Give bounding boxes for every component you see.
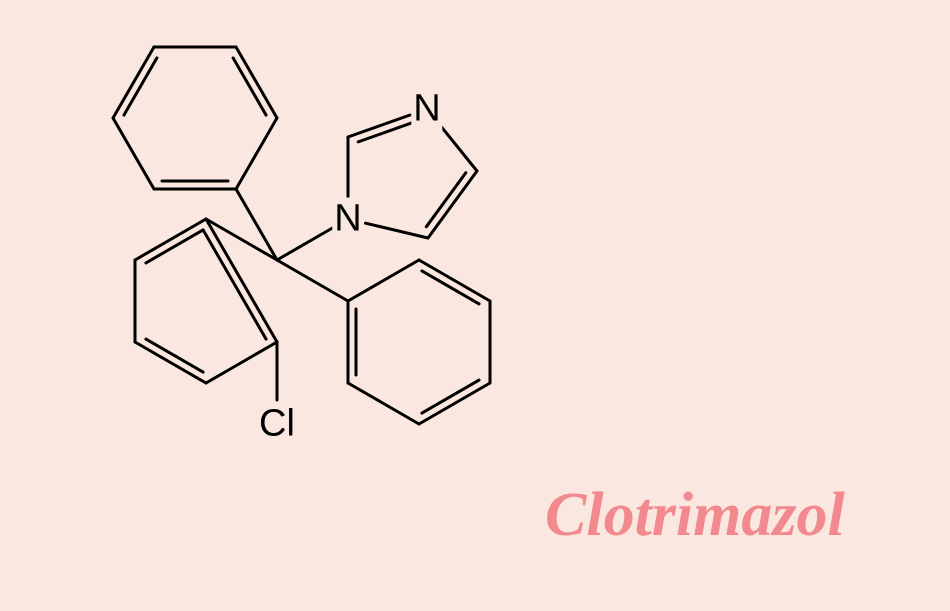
atom-label-n: N [411,88,442,131]
compound-name: Clotrimazol [545,480,845,551]
atom-label-cl: Cl [257,403,297,446]
diagram-canvas: Cl N N Clotrimazol [0,0,950,611]
atom-label-n: N [332,198,363,241]
